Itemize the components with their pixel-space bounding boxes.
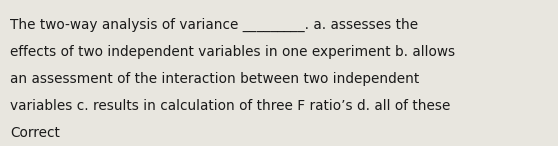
Text: an assessment of the interaction between two independent: an assessment of the interaction between… [10,72,419,86]
Text: The two-way analysis of variance _________. a. assesses the: The two-way analysis of variance _______… [10,18,418,32]
Text: variables c. results in calculation of three F ratio’s d. all of these: variables c. results in calculation of t… [10,99,450,113]
Text: Correct: Correct [10,126,60,140]
Text: effects of two independent variables in one experiment b. allows: effects of two independent variables in … [10,45,455,59]
